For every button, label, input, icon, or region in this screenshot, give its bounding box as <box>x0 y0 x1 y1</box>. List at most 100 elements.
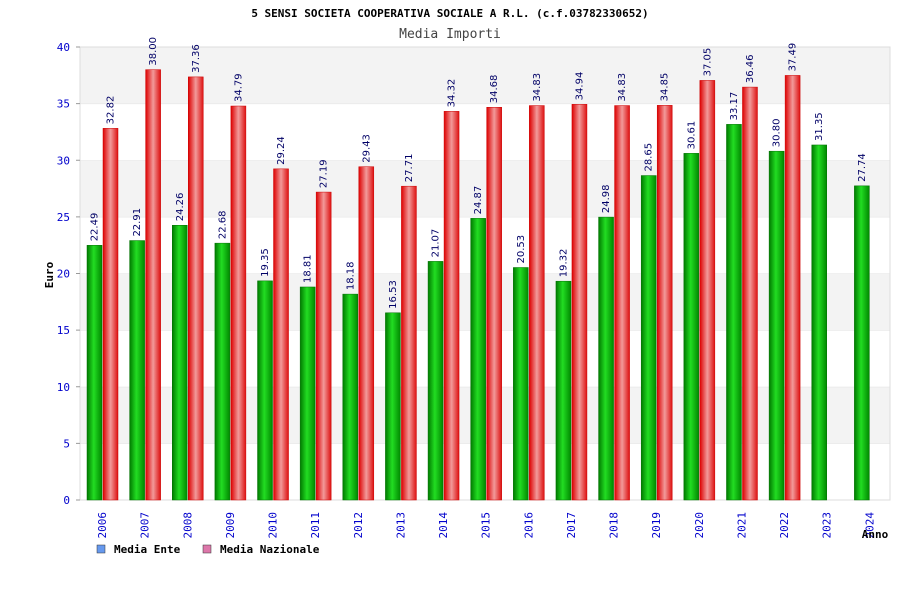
legend-swatch-media-ente <box>96 544 106 554</box>
bar-media-ente <box>470 218 486 501</box>
y-axis-ticks: 0 5 10 15 20 25 30 35 40 <box>57 41 80 507</box>
bar-media-ente <box>726 124 742 501</box>
bar-media-nazionale <box>401 185 417 501</box>
x-tick-label: 2016 <box>522 512 535 539</box>
data-label-media-ente: 19.32 <box>558 249 569 278</box>
bar-media-nazionale <box>145 69 161 501</box>
y-tick-label: 25 <box>57 211 70 224</box>
data-label-media-ente: 20.53 <box>516 235 527 264</box>
bar-media-ente <box>214 242 231 501</box>
x-tick-label: 2011 <box>309 512 322 539</box>
bar-media-ente <box>683 153 700 501</box>
x-tick-label: 2021 <box>735 512 748 539</box>
legend-label-media-nazionale: Media Nazionale <box>220 543 320 556</box>
bar-media-nazionale <box>358 166 375 501</box>
data-label-media-ente: 31.35 <box>814 112 825 141</box>
legend-swatch-media-nazionale <box>202 544 212 554</box>
x-axis-label: Anno <box>862 528 889 541</box>
bar-media-ente <box>299 286 316 501</box>
bar-media-nazionale <box>529 105 545 501</box>
data-label-media-nazionale: 34.83 <box>532 73 543 102</box>
data-label-media-ente: 30.80 <box>772 119 783 148</box>
x-tick-label: 2009 <box>224 512 237 539</box>
data-label-media-nazionale: 34.68 <box>489 75 500 104</box>
bar-media-nazionale <box>443 111 460 501</box>
data-label-media-nazionale: 34.83 <box>617 73 628 102</box>
data-label-media-nazionale: 34.94 <box>574 72 585 101</box>
x-tick-label: 2008 <box>181 512 194 539</box>
data-label-media-ente: 19.35 <box>260 248 271 277</box>
bar-media-nazionale <box>614 105 630 501</box>
y-tick-label: 10 <box>57 381 70 394</box>
legend: Media Ente Media Nazionale <box>96 543 320 556</box>
x-tick-label: 2018 <box>608 512 621 539</box>
x-tick-label: 2015 <box>480 512 493 539</box>
bar-media-ente <box>86 245 103 501</box>
data-label-media-ente: 22.68 <box>217 211 228 240</box>
x-tick-label: 2006 <box>96 512 109 539</box>
bar-media-ente <box>129 240 145 501</box>
y-tick-label: 30 <box>57 154 70 167</box>
bar-media-nazionale <box>315 191 332 501</box>
bar-media-ente <box>598 216 614 501</box>
legend-label-media-ente: Media Ente <box>114 543 181 556</box>
bar-media-ente <box>385 312 401 501</box>
bar-media-nazionale <box>188 76 204 501</box>
data-label-media-ente: 33.17 <box>729 92 740 121</box>
data-label-media-nazionale: 34.85 <box>660 73 671 102</box>
data-label-media-ente: 16.53 <box>388 280 399 309</box>
bar-media-nazionale <box>656 105 673 501</box>
data-label-media-ente: 18.18 <box>345 261 356 290</box>
bar-media-ente <box>257 280 273 501</box>
x-tick-label: 2010 <box>267 512 280 539</box>
x-tick-label: 2020 <box>693 512 706 539</box>
y-tick-label: 35 <box>57 98 70 111</box>
bar-media-nazionale <box>230 105 247 501</box>
bar-media-nazionale <box>571 104 588 501</box>
x-tick-label: 2017 <box>565 512 578 539</box>
bar-media-ente <box>854 185 870 501</box>
x-tick-label: 2019 <box>650 512 663 539</box>
data-label-media-ente: 24.26 <box>175 193 186 222</box>
bar-media-nazionale <box>102 128 119 501</box>
data-label-media-nazionale: 29.43 <box>361 134 372 163</box>
data-label-media-ente: 30.61 <box>686 121 697 150</box>
data-label-media-nazionale: 34.79 <box>233 73 244 102</box>
x-tick-label: 2023 <box>821 512 834 539</box>
bar-media-ente <box>513 267 529 501</box>
data-label-media-nazionale: 38.00 <box>148 37 159 66</box>
data-label-media-nazionale: 36.46 <box>745 54 756 83</box>
x-axis-ticks: 2006 2007 2008 2009 2010 2011 2012 2013 2014 2015… <box>96 512 876 539</box>
x-tick-label: 2024 <box>863 512 876 539</box>
bar-media-nazionale <box>784 75 801 501</box>
bar-media-nazionale <box>699 80 716 501</box>
data-label-media-nazionale: 37.05 <box>702 48 713 77</box>
data-label-media-nazionale: 34.32 <box>447 79 458 108</box>
chart-title: 5 SENSI SOCIETA COOPERATIVA SOCIALE A R.… <box>251 7 648 20</box>
bar-media-ente <box>342 293 359 501</box>
bar-media-nazionale <box>742 86 758 501</box>
x-tick-label: 2012 <box>352 512 365 539</box>
data-label-media-nazionale: 37.36 <box>191 44 202 73</box>
data-label-media-ente: 28.65 <box>644 143 655 172</box>
x-tick-label: 2013 <box>394 512 407 539</box>
y-tick-label: 40 <box>57 41 70 54</box>
x-tick-label: 2007 <box>139 512 152 539</box>
y-tick-label: 20 <box>57 268 70 281</box>
data-label-media-ente: 18.81 <box>303 254 314 283</box>
data-label-media-ente: 24.98 <box>601 184 612 213</box>
data-label-media-ente: 22.91 <box>132 208 143 237</box>
chart-subtitle: Media Importi <box>399 27 501 42</box>
bar-media-ente <box>555 280 572 501</box>
bar-media-ente <box>768 150 785 501</box>
data-label-media-nazionale: 29.24 <box>276 136 287 165</box>
y-tick-label: 0 <box>63 494 70 507</box>
data-label-media-nazionale: 27.71 <box>404 154 415 183</box>
y-axis-label: Euro <box>43 261 56 288</box>
data-label-media-ente: 24.87 <box>473 186 484 215</box>
data-label-media-nazionale: 27.19 <box>319 159 330 188</box>
data-label-media-ente: 27.74 <box>857 153 868 182</box>
x-tick-label: 2022 <box>778 512 791 539</box>
data-label-media-nazionale: 37.49 <box>788 43 799 72</box>
